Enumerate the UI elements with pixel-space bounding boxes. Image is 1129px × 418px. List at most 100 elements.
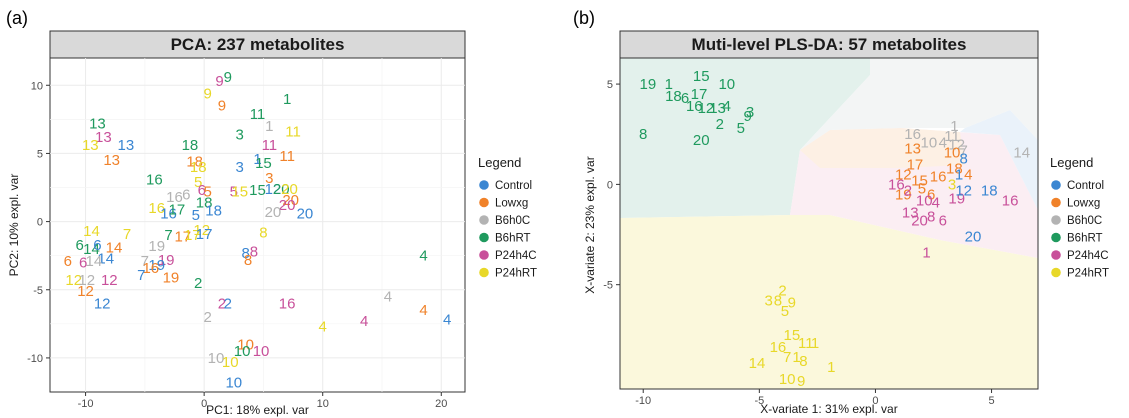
data-point-label: 16 <box>686 98 703 115</box>
data-point-label: 13 <box>95 129 112 146</box>
data-point-label: 20 <box>693 132 710 149</box>
region-p24hrt <box>620 215 1038 389</box>
data-point-label: 18 <box>196 195 213 212</box>
y-tick-label: 5 <box>607 79 613 91</box>
data-point-label: 14 <box>83 223 100 240</box>
data-point-label: 6 <box>681 90 689 107</box>
data-point-label: 12 <box>895 166 912 183</box>
data-point-label: 13 <box>904 140 921 157</box>
data-point-label: 12 <box>265 181 282 198</box>
legend-entry: Lowxg <box>1067 198 1100 210</box>
data-point-label: 5 <box>204 184 212 201</box>
x-tick-label: 0 <box>872 395 878 407</box>
x-tick-label: -5 <box>754 395 764 407</box>
data-point-label: 19 <box>948 190 965 207</box>
data-point-label: 3 <box>746 104 754 121</box>
data-point-label: 1 <box>265 118 273 135</box>
data-point-label: 16 <box>166 189 183 206</box>
panel-label-a: (a) <box>6 8 28 28</box>
data-point-label: 13 <box>709 100 726 117</box>
y-tick-label: -5 <box>33 285 43 297</box>
legend-entry: Control <box>1067 180 1104 192</box>
data-point-label: 17 <box>169 201 186 218</box>
data-point-label: 18 <box>665 88 682 105</box>
data-point-label: 7 <box>783 349 791 366</box>
data-point-label: 7 <box>137 267 145 284</box>
data-point-label: 19 <box>148 257 165 274</box>
data-point-label: 8 <box>927 208 935 225</box>
data-point-label: 18 <box>182 137 199 154</box>
data-point-label: 14 <box>97 250 114 267</box>
data-point-label: 15 <box>693 68 710 85</box>
data-point-label: 14 <box>749 355 766 372</box>
data-point-label: 12 <box>698 100 715 117</box>
data-point-label: 20 <box>911 212 928 229</box>
data-point-label: 6 <box>927 186 935 203</box>
data-point-label: 17 <box>184 227 201 244</box>
title-strip-b <box>619 30 1039 59</box>
data-point-label: 12 <box>948 136 965 153</box>
data-point-label: 3 <box>265 170 273 187</box>
data-point-label: 16 <box>279 295 296 312</box>
data-point-label: 9 <box>744 108 752 125</box>
data-point-label: 10 <box>944 144 961 161</box>
data-point-label: 10 <box>916 192 933 209</box>
data-point-label: 14 <box>106 239 123 256</box>
legend-entry: Lowxg <box>495 198 528 210</box>
x-tick-label: 5 <box>988 395 994 407</box>
legend-entry: B6hRT <box>1067 233 1103 245</box>
data-point-label: 11 <box>250 106 266 123</box>
data-point-label: 1 <box>792 349 800 366</box>
data-point-label: 14 <box>83 241 100 258</box>
data-point-label: 7 <box>123 226 131 243</box>
data-point-label: 19 <box>163 269 180 286</box>
data-point-label: 10 <box>208 350 225 367</box>
data-point-label: 10 <box>225 374 242 391</box>
data-point-label: 5 <box>230 184 238 201</box>
region-control <box>960 110 1038 210</box>
data-point-label: 1 <box>950 118 958 135</box>
legend-entry: B6h0C <box>1067 215 1102 227</box>
data-point-label: 13 <box>118 137 135 154</box>
legend-swatch <box>1051 232 1061 243</box>
prediction-regions-b <box>620 58 1038 389</box>
data-point-label: 12 <box>101 272 118 289</box>
legend-swatch <box>479 215 489 225</box>
data-point-label: 17 <box>907 156 924 173</box>
data-point-label: 15 <box>249 182 266 199</box>
data-point-label: 6 <box>182 186 190 203</box>
data-point-label: 5 <box>194 174 202 191</box>
data-point-label: 10 <box>237 336 254 353</box>
data-point-label: 6 <box>93 237 101 254</box>
data-point-label: 9 <box>215 73 223 90</box>
data-point-label: 8 <box>241 245 249 262</box>
data-point-label: 2 <box>218 295 226 312</box>
data-point-label: 8 <box>799 353 807 370</box>
data-point-label: 6 <box>75 237 83 254</box>
legend-swatch <box>1051 180 1061 190</box>
data-point-label: 3 <box>236 126 244 143</box>
data-point-label: 12 <box>78 272 95 289</box>
plot-frame-b <box>619 57 1039 390</box>
data-point-label: 4 <box>443 312 451 329</box>
data-point-label: 17 <box>196 226 213 243</box>
data-point-label: 20 <box>965 229 982 246</box>
data-point-label: 15 <box>911 172 928 189</box>
data-point-label: 11 <box>262 137 278 154</box>
data-point-label: 1 <box>922 245 930 262</box>
data-point-label: 16 <box>160 205 177 222</box>
data-point-label: 18 <box>190 159 207 176</box>
data-point-label: 2 <box>778 283 786 300</box>
data-point-label: 16 <box>770 339 787 356</box>
data-point-label: 13 <box>82 137 99 154</box>
legend-swatch <box>479 267 489 278</box>
data-point-label: 20 <box>282 192 299 209</box>
panel-b: (b) Muti-level PLS-DA: 57 metabolites -1… <box>573 8 1109 416</box>
x-axis-title-b: X-variate 1: 31% expl. var <box>760 402 897 416</box>
ticks-a: -10 0 10 20 10 5 0 -5 -10 <box>27 80 447 410</box>
data-point-label: 12 <box>65 272 82 289</box>
data-point-label: 19 <box>158 252 175 269</box>
data-point-label: 16 <box>888 176 905 193</box>
data-point-label: 1 <box>811 335 819 352</box>
chart-title-b: Muti-level PLS-DA: 57 metabolites <box>692 35 967 54</box>
